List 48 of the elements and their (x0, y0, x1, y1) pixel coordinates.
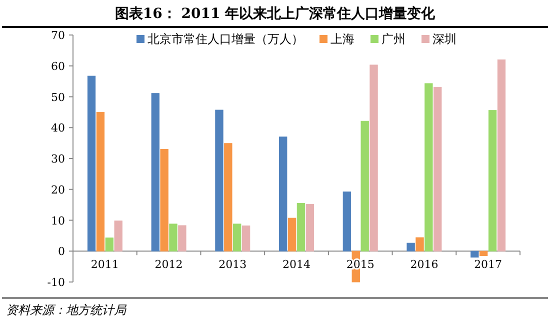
bar (233, 224, 242, 252)
y-tick-label: 70 (51, 29, 65, 42)
x-tick-label: 2011 (90, 258, 119, 272)
bar (151, 93, 160, 252)
x-tick-label: 2012 (154, 258, 183, 272)
bar (497, 59, 506, 252)
text: 资料来源：地方统计局 (6, 303, 127, 317)
y-tick-label: -10 (47, 276, 65, 289)
y-tick-label: 30 (51, 152, 65, 166)
bar (178, 225, 186, 252)
bar (96, 112, 105, 252)
bar (169, 224, 178, 252)
bar (215, 110, 224, 252)
bar (160, 148, 168, 252)
legend-label: 北京市常住人口增量（万人） (148, 32, 304, 46)
bar (279, 136, 288, 252)
bar (434, 86, 442, 252)
bar (342, 192, 352, 252)
bar (480, 250, 488, 256)
x-tick-label: 2013 (218, 258, 247, 272)
bar (416, 237, 424, 252)
bar (87, 76, 96, 252)
chart-title: 图表16： 2011 年以来北上广深常住人口增量变化 (114, 5, 436, 22)
bar (424, 83, 433, 252)
bar (296, 203, 306, 252)
bar (306, 204, 314, 252)
y-tick-label: 50 (51, 90, 65, 104)
y-tick-label: 40 (51, 122, 65, 135)
bar (242, 226, 250, 252)
bar (406, 242, 415, 252)
bar (360, 120, 369, 252)
y-tick-label: 20 (51, 183, 65, 196)
bar (114, 220, 122, 252)
bar (105, 238, 114, 252)
y-tick-label: 60 (51, 60, 65, 73)
x-tick-label: 2014 (282, 258, 310, 272)
x-tick-label: 2016 (410, 258, 438, 272)
bar (288, 218, 296, 252)
legend-label: 深圳 (432, 32, 456, 46)
y-tick-label: 10 (51, 214, 65, 228)
y-tick-label: 0 (58, 245, 65, 258)
x-tick-label: 2017 (474, 258, 502, 272)
legend-label: 广州 (382, 32, 406, 46)
legend-label: 上海 (330, 32, 354, 46)
bar (470, 250, 479, 258)
bar (370, 64, 378, 252)
bar (224, 143, 232, 252)
bar (488, 110, 497, 252)
